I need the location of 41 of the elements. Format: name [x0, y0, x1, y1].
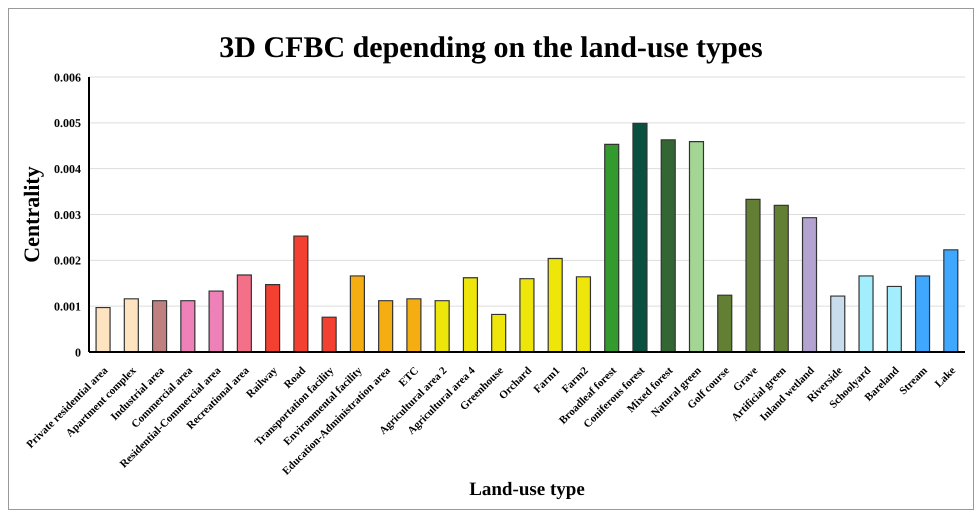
bar [576, 276, 592, 352]
bar [434, 300, 450, 352]
bar [830, 295, 846, 352]
bar [886, 286, 902, 352]
bar [350, 275, 365, 352]
bar [802, 217, 818, 352]
bar [322, 316, 337, 352]
bar [180, 300, 196, 352]
bar [208, 290, 224, 352]
y-tick-label: 0.003 [54, 208, 81, 222]
x-axis-title: Land-use type [469, 479, 585, 500]
bar [406, 298, 422, 352]
bar [265, 284, 280, 352]
y-tick-label: 0.005 [54, 116, 81, 130]
bar [688, 141, 704, 352]
y-tick-label: 0.004 [54, 162, 81, 176]
bar [95, 306, 111, 352]
y-tick-label: 0.001 [54, 299, 81, 314]
bar [378, 300, 394, 352]
bar [858, 275, 874, 352]
bar [717, 294, 732, 352]
bar [293, 235, 308, 352]
bar [660, 139, 676, 352]
y-tick-label: 0.006 [54, 70, 81, 84]
y-tick-label: 0.002 [54, 254, 81, 268]
bar [124, 298, 139, 352]
y-axis-title: Centrality [18, 166, 44, 263]
chart-title: 3D CFBC depending on the land-use types [218, 31, 764, 65]
bar [462, 277, 478, 352]
bar [632, 122, 648, 352]
y-tick-label: 0 [75, 345, 81, 360]
bar [774, 204, 789, 352]
bar [236, 274, 252, 352]
bar [914, 275, 930, 352]
bar [152, 300, 168, 352]
bar [745, 198, 761, 352]
bar [491, 314, 506, 352]
bar [548, 258, 563, 352]
bar [604, 144, 620, 352]
bar [519, 278, 535, 352]
bar [943, 249, 958, 352]
